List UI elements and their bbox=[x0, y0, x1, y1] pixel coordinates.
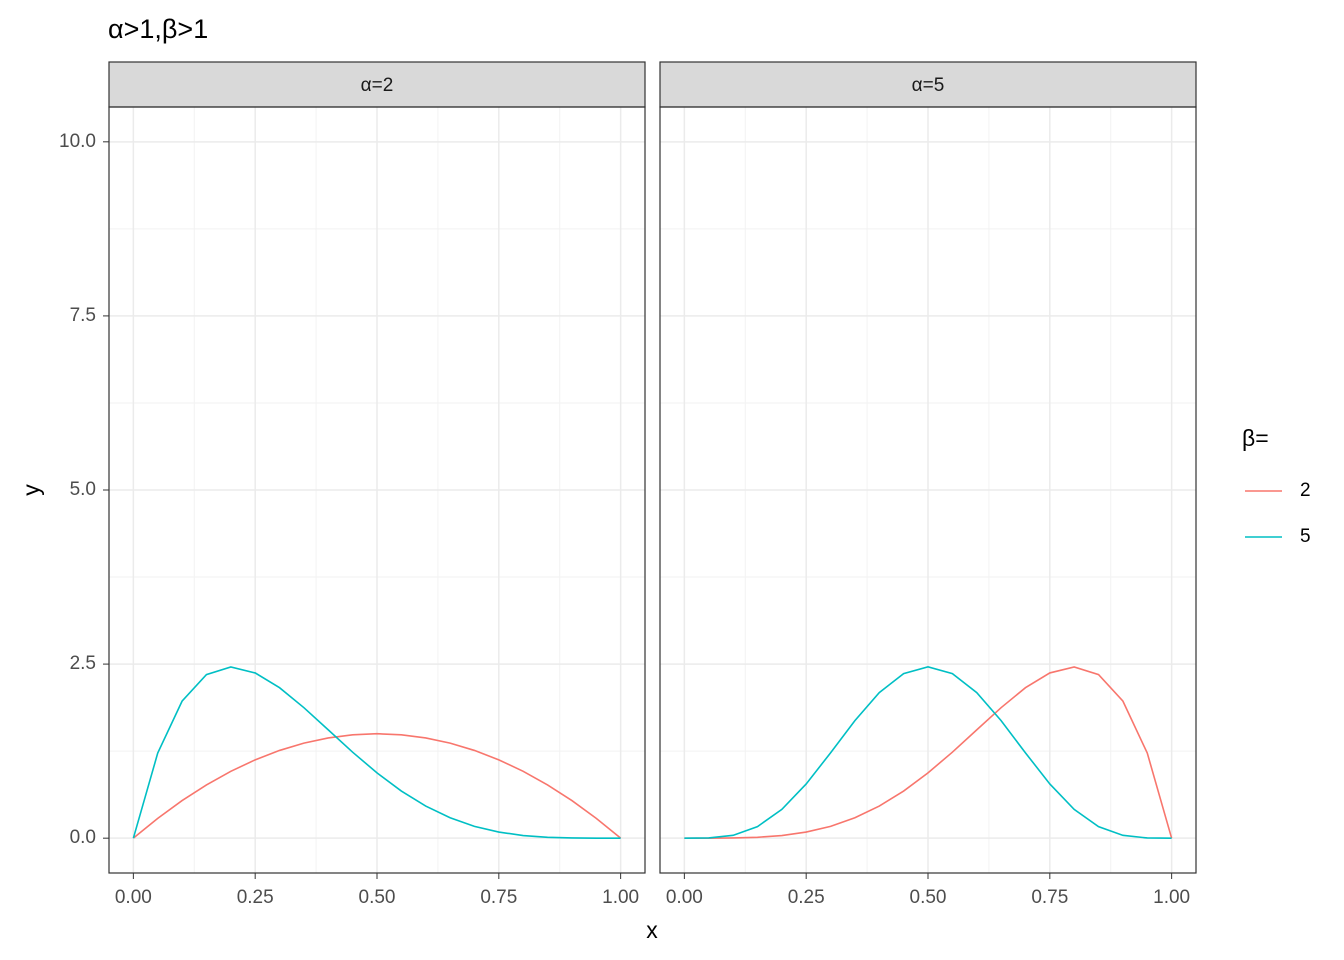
chart-title: α>1,β>1 bbox=[108, 14, 208, 44]
x-tick-label: 0.00 bbox=[115, 887, 152, 908]
y-tick-label: 7.5 bbox=[70, 305, 96, 326]
y-tick-label: 0.0 bbox=[70, 827, 96, 848]
legend-label: 2 bbox=[1300, 480, 1311, 501]
x-tick-label: 0.50 bbox=[359, 887, 396, 908]
panel-border bbox=[659, 106, 1197, 874]
strip-label: α=2 bbox=[361, 75, 394, 96]
x-axis-label: x bbox=[646, 917, 658, 943]
x-tick-label: 0.75 bbox=[1031, 887, 1068, 908]
panel-strip bbox=[659, 61, 1197, 108]
line bbox=[684, 665, 1172, 839]
x-tick-label: 1.00 bbox=[1153, 887, 1190, 908]
x-tick-label: 0.25 bbox=[237, 887, 274, 908]
x-tick-label: 0.75 bbox=[480, 887, 517, 908]
strip-label: α=5 bbox=[912, 75, 945, 96]
line bbox=[684, 666, 1173, 839]
panel-border bbox=[108, 106, 646, 874]
line bbox=[132, 666, 621, 839]
legend-label: 5 bbox=[1300, 526, 1311, 547]
panel-strip bbox=[108, 61, 646, 108]
line bbox=[132, 732, 622, 839]
y-axis-label: y bbox=[18, 484, 44, 496]
x-tick-label: 1.00 bbox=[602, 887, 639, 908]
y-tick-label: 5.0 bbox=[70, 479, 96, 500]
x-tick-label: 0.50 bbox=[910, 887, 947, 908]
x-tick-label: 0.00 bbox=[666, 887, 703, 908]
legend-title: β= bbox=[1242, 425, 1269, 451]
x-tick-label: 0.25 bbox=[788, 887, 825, 908]
y-tick-label: 2.5 bbox=[70, 653, 96, 674]
y-tick-label: 10.0 bbox=[59, 131, 96, 152]
